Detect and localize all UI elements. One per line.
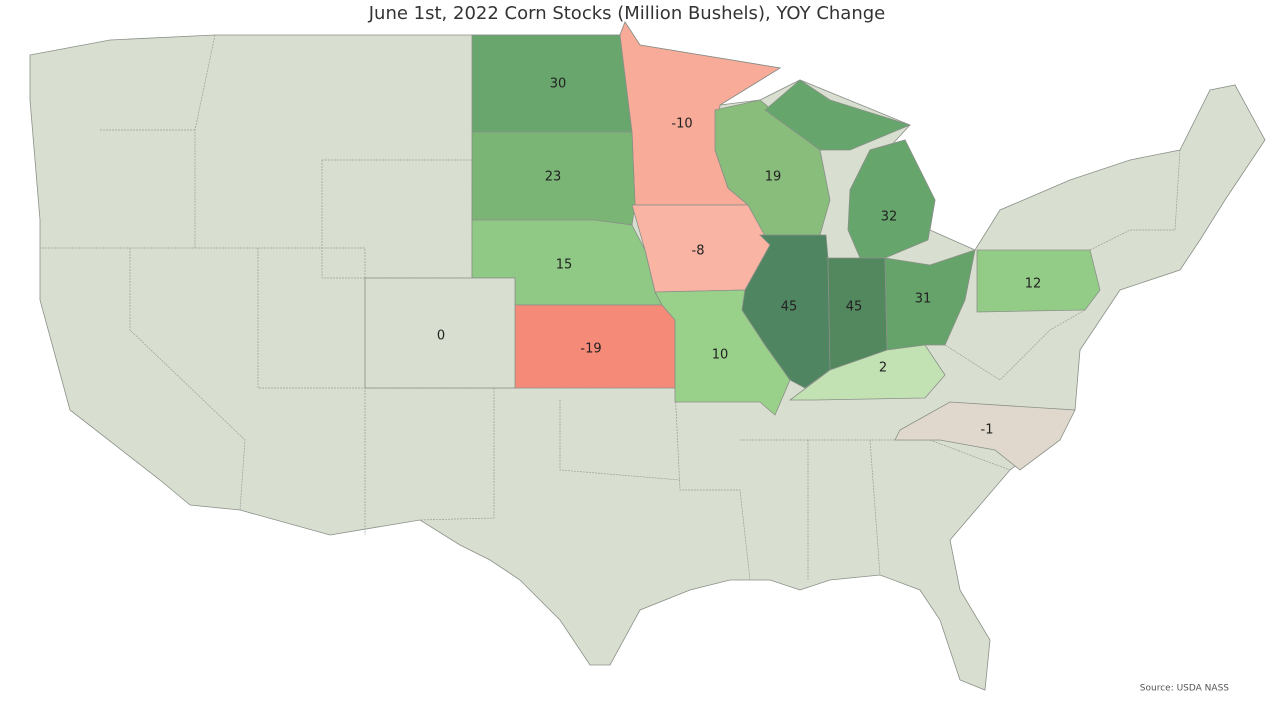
region [894,401,1076,471]
region [764,79,912,151]
border [1089,149,1181,251]
border [559,400,681,481]
region [741,234,831,389]
value-label: 19 [765,170,782,185]
region [364,277,516,389]
value-label: 12 [1025,277,1042,292]
value-label: -8 [692,244,705,259]
value-label: -19 [580,342,601,357]
value-label: 2 [879,361,887,376]
border [929,439,1011,471]
border [195,247,366,535]
labels: 30 -10 23 19 32 -8 15 -19 10 45 45 31 2 … [437,77,1041,438]
border [129,248,246,511]
value-label: 45 [846,300,863,315]
region [976,249,1101,313]
border [419,388,495,521]
value-label: -10 [671,117,692,132]
value-label: 0 [437,329,445,344]
region [847,139,936,259]
source-note: Source: USDA NASS [1140,684,1229,694]
map-title: June 1st, 2022 Corn Stocks (Million Bush… [368,3,885,24]
value-label: -1 [981,423,994,438]
value-label: 45 [781,300,798,315]
border [40,34,216,249]
border [869,439,881,576]
value-label: 32 [881,210,898,225]
value-label: 30 [550,77,567,92]
region [788,344,946,401]
value-label: 23 [545,170,562,185]
border [944,309,1086,381]
value-label: 31 [915,292,932,307]
value-label: 10 [712,348,729,363]
border [257,248,365,389]
border [365,387,751,581]
regions [364,21,1101,471]
value-label: 15 [556,258,573,273]
